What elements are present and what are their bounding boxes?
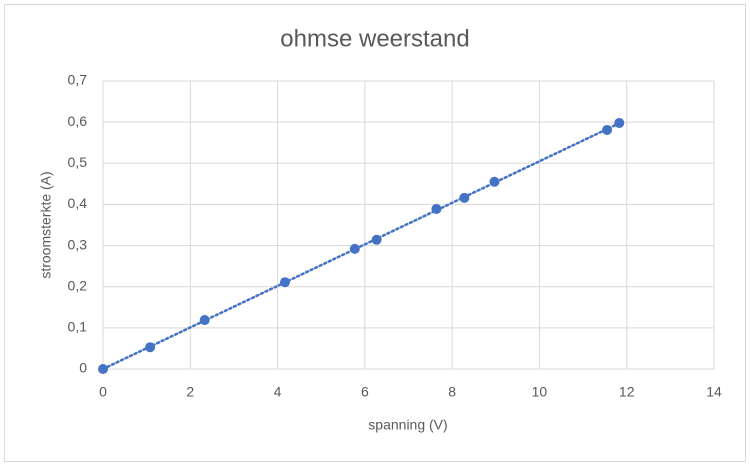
x-tick-label: 4 [274,384,282,400]
x-tick-label: 8 [448,384,456,400]
y-tick-label: 0,3 [68,236,88,252]
x-tick-label: 2 [186,384,194,400]
y-tick-label: 0 [79,360,87,376]
y-tick-label: 0,4 [68,195,88,211]
x-tick-label: 14 [706,384,722,400]
y-axis-title: stroomsterkte (A) [38,171,54,278]
x-tick-label: 10 [532,384,548,400]
data-point [489,176,500,187]
chart-title: ohmse weerstand [280,25,469,52]
data-point [614,117,625,128]
data-point [145,342,156,353]
x-tick-label: 0 [99,384,107,400]
trendline [101,121,621,371]
y-tick-label: 0,2 [68,277,88,293]
data-point [431,203,442,214]
data-point [371,234,382,245]
data-point [279,277,290,288]
data-point [98,364,108,374]
x-axis-title: spanning (V) [368,417,447,433]
x-tick-label: 12 [619,384,635,400]
y-tick-label: 0,7 [68,72,88,88]
x-tick-label: 6 [361,384,369,400]
data-point [199,315,210,326]
data-point [602,124,613,135]
data-point [459,192,470,203]
y-tick-label: 0,6 [68,113,88,129]
y-tick-label: 0,5 [68,154,88,170]
y-tick-label: 0,1 [68,319,88,335]
data-point [349,243,360,254]
